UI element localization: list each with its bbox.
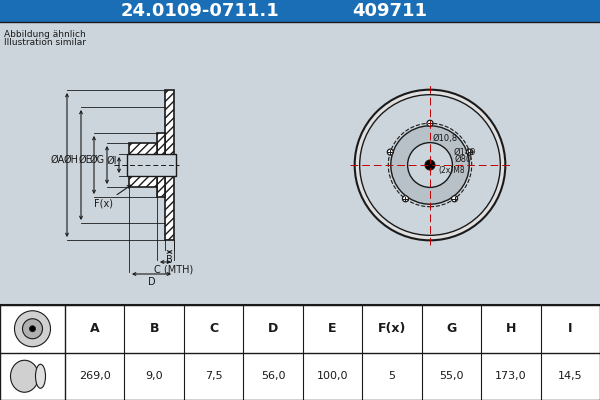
Text: F(x): F(x) <box>94 185 131 209</box>
Text: 269,0: 269,0 <box>79 371 110 381</box>
Text: (2x)M8: (2x)M8 <box>438 166 464 175</box>
Text: G: G <box>446 322 457 335</box>
Circle shape <box>425 160 435 170</box>
Text: E: E <box>328 322 337 335</box>
Text: 409711: 409711 <box>353 2 427 20</box>
Bar <box>127 154 176 176</box>
Text: I: I <box>568 322 572 335</box>
Text: H: H <box>506 322 516 335</box>
Text: D: D <box>148 277 155 287</box>
Text: Illustration similar: Illustration similar <box>4 38 86 47</box>
Bar <box>0 22 600 305</box>
Text: B: B <box>166 255 173 265</box>
Bar <box>165 90 174 240</box>
Text: ØE: ØE <box>78 155 92 165</box>
Text: 9,0: 9,0 <box>145 371 163 381</box>
Text: Ø149: Ø149 <box>454 148 476 157</box>
Circle shape <box>387 149 394 155</box>
Circle shape <box>391 126 469 204</box>
Circle shape <box>467 149 473 155</box>
Circle shape <box>359 95 500 235</box>
Circle shape <box>355 90 505 240</box>
Text: 24.0109-0711.1: 24.0109-0711.1 <box>121 2 280 20</box>
Text: C (MTH): C (MTH) <box>154 265 193 275</box>
Ellipse shape <box>11 360 38 392</box>
Text: C: C <box>209 322 218 335</box>
Text: 7,5: 7,5 <box>205 371 223 381</box>
Text: Ø10,8: Ø10,8 <box>433 134 458 143</box>
Text: ØH: ØH <box>64 155 79 165</box>
Bar <box>129 143 157 187</box>
Circle shape <box>407 143 452 187</box>
Text: ØI: ØI <box>107 156 117 166</box>
Text: 55,0: 55,0 <box>439 371 464 381</box>
Text: Ø80: Ø80 <box>454 155 472 164</box>
Circle shape <box>14 311 50 347</box>
Text: ØG: ØG <box>90 155 105 165</box>
Circle shape <box>23 319 43 339</box>
Text: B: B <box>149 322 159 335</box>
Text: 5: 5 <box>388 371 395 381</box>
Text: D: D <box>268 322 278 335</box>
Text: ØA: ØA <box>51 155 65 165</box>
Circle shape <box>403 196 409 202</box>
Bar <box>157 133 165 197</box>
Text: 173,0: 173,0 <box>495 371 527 381</box>
Text: 100,0: 100,0 <box>317 371 348 381</box>
Bar <box>0 305 600 400</box>
Text: 14,5: 14,5 <box>558 371 583 381</box>
Circle shape <box>451 196 458 202</box>
Bar <box>0 305 600 400</box>
Text: F(x): F(x) <box>378 322 406 335</box>
Circle shape <box>427 120 433 126</box>
Bar <box>0 0 600 22</box>
Text: A: A <box>90 322 100 335</box>
Text: 56,0: 56,0 <box>261 371 286 381</box>
Circle shape <box>29 326 35 332</box>
Text: Abbildung ähnlich: Abbildung ähnlich <box>4 30 86 39</box>
Ellipse shape <box>35 364 46 388</box>
